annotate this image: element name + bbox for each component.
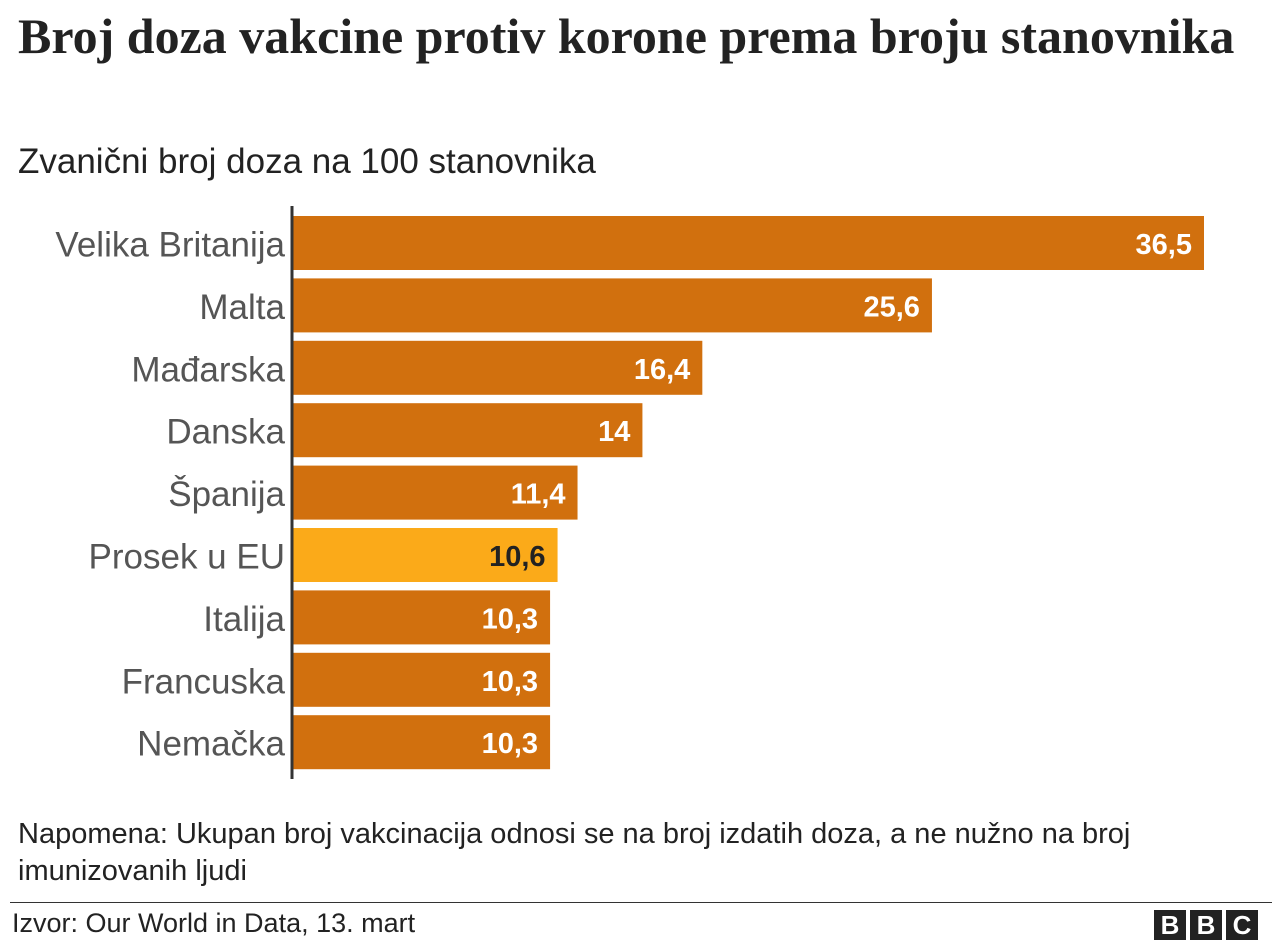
category-label: Nemačka <box>137 725 285 764</box>
source: Izvor: Our World in Data, 13. mart <box>12 908 416 938</box>
category-label: Francuska <box>122 662 286 701</box>
value-label: 16,4 <box>634 354 690 386</box>
bar <box>293 403 643 458</box>
value-label: 36,5 <box>1136 229 1192 261</box>
logo-letter: B <box>1190 910 1222 940</box>
divider <box>10 902 1272 903</box>
logo-letter: B <box>1154 910 1186 940</box>
note: Napomena: Ukupan broj vakcinacija odnosi… <box>18 818 1131 887</box>
title: Broj doza vakcine protiv korone prema br… <box>18 8 1235 64</box>
value-label: 10,6 <box>489 541 545 573</box>
category-label: Španija <box>168 475 285 514</box>
value-label: 14 <box>598 416 630 448</box>
category-label: Velika Britanija <box>55 226 285 265</box>
logo-letter: C <box>1226 910 1258 940</box>
logo: B B C <box>1154 910 1258 940</box>
category-label: Malta <box>199 288 285 327</box>
bar <box>293 216 1204 270</box>
bar <box>293 528 558 582</box>
bar <box>293 590 551 645</box>
bar <box>293 652 551 707</box>
category-label: Prosek u EU <box>89 538 285 577</box>
value-label: 10,3 <box>482 728 538 760</box>
bar <box>293 465 578 520</box>
value-label: 25,6 <box>863 291 919 323</box>
value-label: 10,3 <box>482 666 538 698</box>
category-label: Italija <box>203 600 285 639</box>
chart: Velika Britanija 36,5 Malta 25,6 Mađarska 16,… <box>55 206 1204 779</box>
bar <box>293 715 551 770</box>
category-label: Danska <box>166 413 285 452</box>
value-label: 11,4 <box>511 479 566 511</box>
bar <box>293 340 703 395</box>
bar <box>293 278 932 333</box>
value-label: 10,3 <box>482 603 538 635</box>
category-label: Mađarska <box>131 350 285 389</box>
subtitle: Zvanični broj doza na 100 stanovnika <box>18 142 596 181</box>
